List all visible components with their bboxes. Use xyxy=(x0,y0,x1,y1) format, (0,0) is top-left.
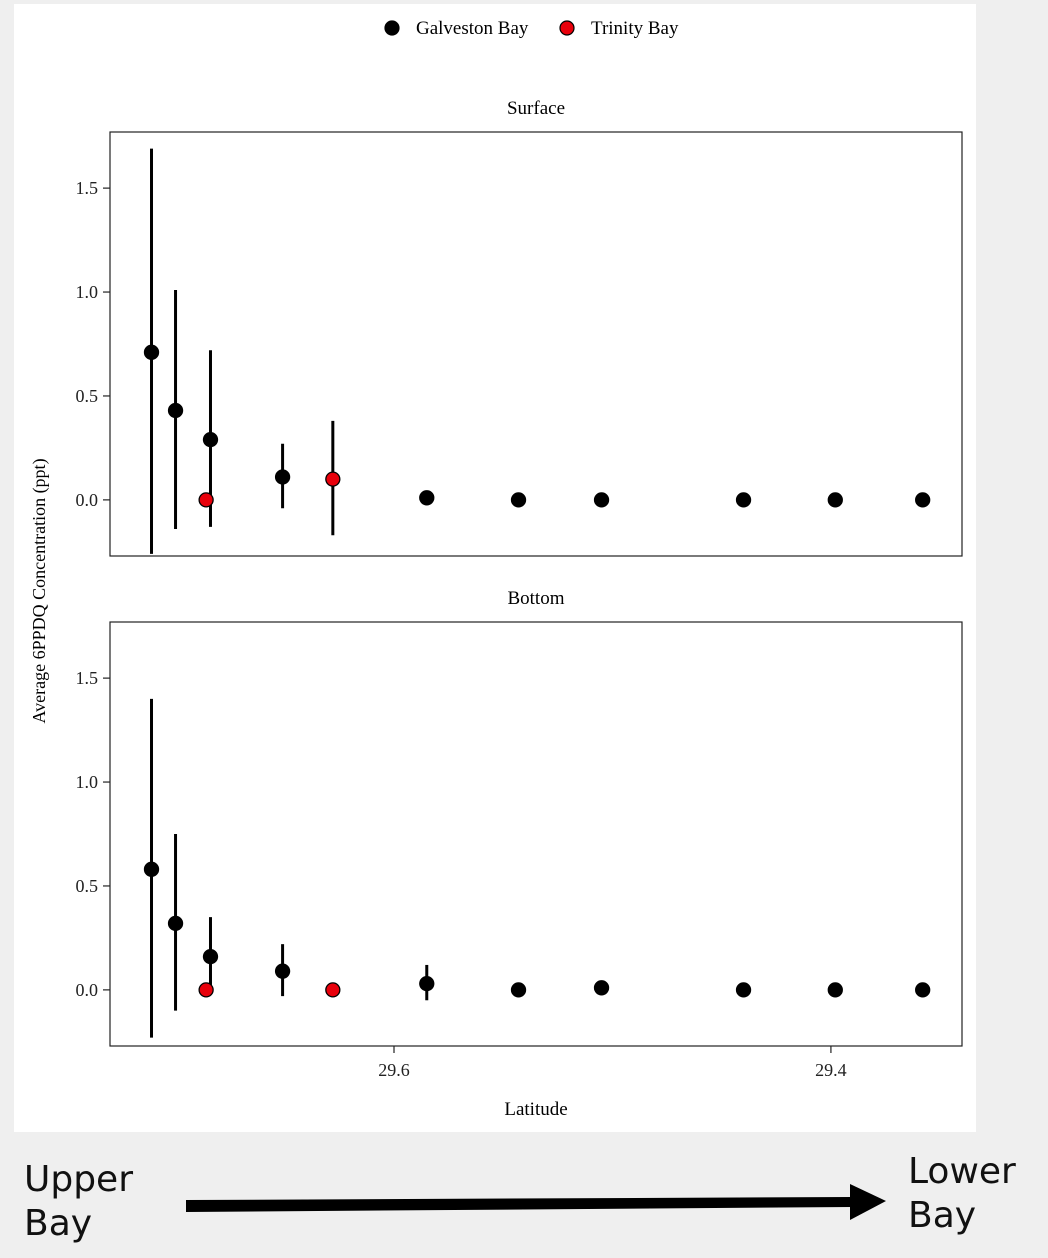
panel-title-1: Bottom xyxy=(507,588,564,609)
figure-panel: Galveston Bay Trinity Bay Average 6PPDQ Co… xyxy=(14,4,976,1132)
y-tick-label-1-0: 0.0 xyxy=(76,980,99,1000)
data-point-1-9 xyxy=(735,982,752,998)
y-tick-label-1-2: 1.0 xyxy=(76,772,99,792)
chart-svg: Galveston Bay Trinity Bay Average 6PPDQ Co… xyxy=(29,18,963,1120)
panel-frame-1 xyxy=(109,621,963,1047)
data-point-1-11 xyxy=(915,982,931,998)
x-tick-label-1: 29.4 xyxy=(815,1060,847,1080)
data-point-1-4 xyxy=(274,963,291,979)
y-tick-label-1-1: 0.5 xyxy=(76,876,99,896)
data-point-1-7 xyxy=(510,982,527,998)
y-tick-label-0-2: 1.0 xyxy=(76,282,99,302)
data-point-0-9 xyxy=(735,492,752,508)
lower-bay-label: Lower Bay xyxy=(908,1151,1016,1236)
y-tick-label-1-3: 1.5 xyxy=(76,668,99,688)
y-axis-title: Average 6PPDQ Concentration (ppt) xyxy=(29,458,50,723)
upper-bay-label: Upper Bay xyxy=(24,1159,134,1244)
data-point-0-5 xyxy=(325,471,341,487)
data-point-1-6 xyxy=(419,975,435,992)
legend-label-1: Trinity Bay xyxy=(591,18,679,39)
data-point-0-6 xyxy=(419,490,435,506)
legend-key-0 xyxy=(384,20,400,36)
data-point-0-4 xyxy=(274,469,291,485)
data-point-1-3 xyxy=(198,982,214,998)
x-tick-label-0: 29.6 xyxy=(378,1060,410,1080)
data-point-1-0 xyxy=(143,861,160,877)
direction-arrow-icon xyxy=(186,1184,886,1220)
panel-title-0: Surface xyxy=(507,98,565,119)
y-tick-label-0-1: 0.5 xyxy=(76,386,99,406)
data-point-0-1 xyxy=(167,402,184,419)
legend-label-0: Galveston Bay xyxy=(416,18,529,39)
data-point-0-8 xyxy=(593,492,610,508)
data-point-0-3 xyxy=(198,492,214,508)
y-tick-label-0-0: 0.0 xyxy=(76,490,99,510)
legend-key-1 xyxy=(559,20,575,36)
data-point-1-10 xyxy=(827,982,843,998)
data-point-0-10 xyxy=(827,492,843,508)
data-point-0-2 xyxy=(202,431,219,448)
data-point-0-0 xyxy=(143,344,160,360)
panel-frame-0 xyxy=(109,131,963,557)
data-point-1-8 xyxy=(593,980,610,996)
data-point-0-11 xyxy=(915,492,931,508)
data-point-1-2 xyxy=(202,948,219,965)
data-point-1-1 xyxy=(167,915,184,932)
data-point-0-7 xyxy=(510,492,527,508)
x-axis-title: Latitude xyxy=(504,1099,567,1120)
data-point-1-5 xyxy=(325,982,341,998)
y-tick-label-0-3: 1.5 xyxy=(76,178,99,198)
